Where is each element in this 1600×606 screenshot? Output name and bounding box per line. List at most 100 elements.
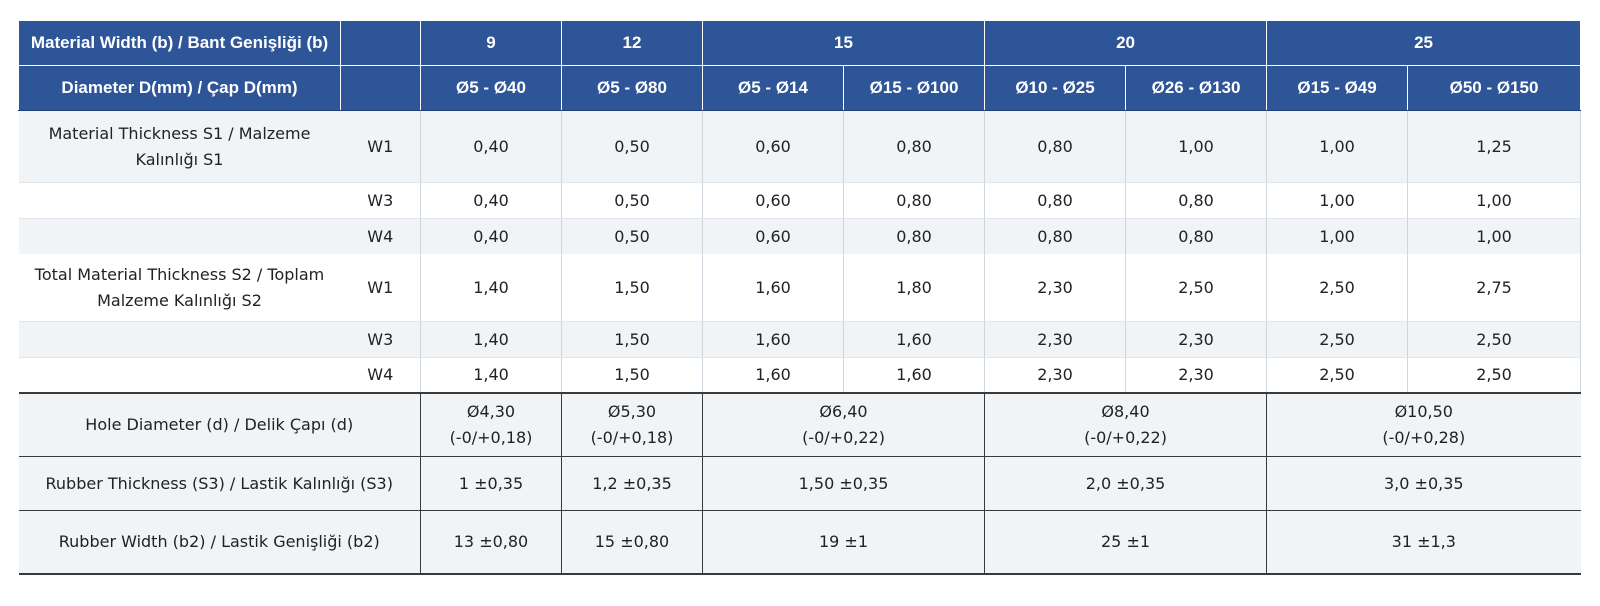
table-row: W3 1,40 1,50 1,60 1,60 2,30 2,30 2,50 2,… — [18, 321, 1582, 358]
hole-value: Ø5,30 — [607, 402, 657, 421]
diameter-label: Diameter D(mm) / Çap D(mm) — [18, 65, 341, 111]
table-cell: 25 ±1 — [984, 510, 1268, 575]
header-diameter-row: Diameter D(mm) / Çap D(mm) Ø5 - Ø40 Ø5 -… — [18, 65, 1582, 111]
hole-cell: Ø6,40 (-0/+0,22) — [702, 392, 986, 457]
width-20: 20 — [984, 20, 1268, 66]
table-cell: 2,75 — [1407, 254, 1582, 322]
table-row: Material Thickness S1 / Malzeme Kalınlığ… — [18, 110, 1582, 183]
table-cell: 1,60 — [702, 254, 844, 322]
table-cell: 2,50 — [1266, 321, 1409, 358]
diameter-range: Ø5 - Ø80 — [561, 65, 703, 111]
table-cell: 0,80 — [843, 110, 986, 183]
header-width-row: Material Width (b) / Bant Genişliği (b) … — [18, 20, 1582, 66]
table-cell: 1,60 — [702, 321, 844, 358]
table-cell: 1,25 — [1407, 110, 1582, 183]
table-cell: 31 ±1,3 — [1266, 510, 1581, 575]
table-cell: 1,00 — [1266, 110, 1409, 183]
rubber-thickness-label: Rubber Thickness (S3) / Lastik Kalınlığı… — [18, 456, 421, 511]
diameter-range: Ø10 - Ø25 — [984, 65, 1127, 111]
table-cell: 2,30 — [984, 254, 1127, 322]
width-15: 15 — [701, 20, 986, 66]
hole-tolerance: (-0/+0,28) — [1382, 428, 1466, 447]
table-row: W3 0,40 0,50 0,60 0,80 0,80 0,80 1,00 1,… — [18, 182, 1582, 219]
table-cell: 1,50 — [561, 357, 703, 393]
table-cell: 0,80 — [1125, 218, 1268, 254]
hole-value: Ø4,30 — [466, 402, 516, 421]
width-label: Material Width (b) / Bant Genişliği (b) — [18, 20, 341, 66]
table-cell: 15 ±0,80 — [561, 510, 703, 575]
hole-cell: Ø8,40 (-0/+0,22) — [984, 392, 1268, 457]
table-cell: 1,50 — [561, 254, 703, 322]
diameter-range: Ø50 - Ø150 — [1407, 65, 1582, 111]
table-cell: 1,00 — [1266, 218, 1409, 254]
table-cell: 1,00 — [1125, 110, 1268, 183]
rubber-width-row: Rubber Width (b2) / Lastik Genişliği (b2… — [18, 510, 1581, 575]
table-cell: 0,80 — [843, 182, 986, 219]
table-cell: 0,50 — [561, 110, 703, 183]
table-cell: 13 ±0,80 — [420, 510, 562, 575]
diameter-range: Ø15 - Ø100 — [842, 65, 986, 111]
table-cell: 3,0 ±0,35 — [1266, 456, 1581, 511]
hole-cell: Ø4,30 (-0/+0,18) — [420, 392, 562, 457]
hole-diameter-row: Hole Diameter (d) / Delik Çapı (d) Ø4,30… — [18, 392, 1581, 457]
table-cell: 2,30 — [1125, 357, 1268, 393]
table-cell: 0,40 — [420, 110, 562, 183]
table-cell: 1,60 — [702, 357, 844, 393]
table-cell: 2,30 — [984, 357, 1127, 393]
table-cell: 2,50 — [1266, 357, 1409, 393]
table-row: Total Material Thickness S2 / Toplam Mal… — [18, 254, 1582, 322]
table-cell: 0,60 — [702, 218, 844, 254]
table-cell: 0,80 — [843, 218, 986, 254]
table-cell: 2,50 — [1407, 321, 1582, 358]
hole-value: Ø6,40 — [819, 402, 868, 421]
table-cell: 2,30 — [984, 321, 1127, 358]
table-cell: 1,40 — [420, 321, 562, 358]
table-cell: 2,50 — [1125, 254, 1268, 322]
table-cell: 0,40 — [420, 182, 562, 219]
table-cell: 1,50 — [561, 321, 703, 358]
table-cell: 1,60 — [843, 357, 986, 393]
header-empty — [340, 65, 421, 111]
hole-cell: Ø10,50 (-0/+0,28) — [1266, 392, 1581, 457]
table-cell: 0,80 — [1125, 182, 1268, 219]
empty-label — [18, 182, 341, 219]
hole-tolerance: (-0/+0,22) — [1084, 428, 1167, 447]
w-type: W1 — [340, 110, 421, 183]
table-cell: 1,2 ±0,35 — [561, 456, 703, 511]
diameter-range: Ø5 - Ø14 — [702, 65, 844, 111]
w-type: W3 — [340, 182, 421, 219]
diameter-range: Ø5 - Ø40 — [420, 65, 562, 111]
s1-label: Material Thickness S1 / Malzeme Kalınlığ… — [18, 110, 341, 183]
hole-label: Hole Diameter (d) / Delik Çapı (d) — [18, 392, 421, 457]
table-cell: 0,80 — [984, 182, 1127, 219]
empty-label — [18, 218, 341, 254]
rubber-thickness-row: Rubber Thickness (S3) / Lastik Kalınlığı… — [18, 456, 1581, 511]
table-row: W4 0,40 0,50 0,60 0,80 0,80 0,80 1,00 1,… — [18, 218, 1582, 254]
hole-cell: Ø5,30 (-0/+0,18) — [561, 392, 703, 457]
table-cell: 1,00 — [1407, 182, 1582, 219]
table-cell: 2,30 — [1125, 321, 1268, 358]
table-cell: 2,50 — [1266, 254, 1409, 322]
hole-value: Ø8,40 — [1101, 402, 1150, 421]
table-cell: 0,80 — [984, 218, 1127, 254]
table-cell: 2,0 ±0,35 — [984, 456, 1268, 511]
empty-label — [18, 357, 341, 393]
w-type: W4 — [340, 218, 421, 254]
table-cell: 1,40 — [420, 254, 562, 322]
spec-table: Material Width (b) / Bant Genişliği (b) … — [18, 20, 1582, 575]
table-row: W4 1,40 1,50 1,60 1,60 2,30 2,30 2,50 2,… — [18, 357, 1582, 393]
table-cell: 1,80 — [843, 254, 986, 322]
table-cell: 0,60 — [702, 110, 844, 183]
rubber-width-label: Rubber Width (b2) / Lastik Genişliği (b2… — [18, 510, 421, 575]
empty-label — [18, 321, 341, 358]
diameter-range: Ø26 - Ø130 — [1125, 65, 1268, 111]
table-cell: 1,00 — [1407, 218, 1582, 254]
hole-value: Ø10,50 — [1394, 402, 1453, 421]
table-cell: 0,80 — [984, 110, 1127, 183]
table-cell: 1,00 — [1266, 182, 1409, 219]
table-cell: 0,50 — [561, 218, 703, 254]
s2-label: Total Material Thickness S2 / Toplam Mal… — [18, 254, 341, 322]
spec-table-container: Material Width (b) / Bant Genişliği (b) … — [18, 20, 1582, 575]
width-12: 12 — [561, 20, 703, 66]
w-type: W3 — [340, 321, 421, 358]
